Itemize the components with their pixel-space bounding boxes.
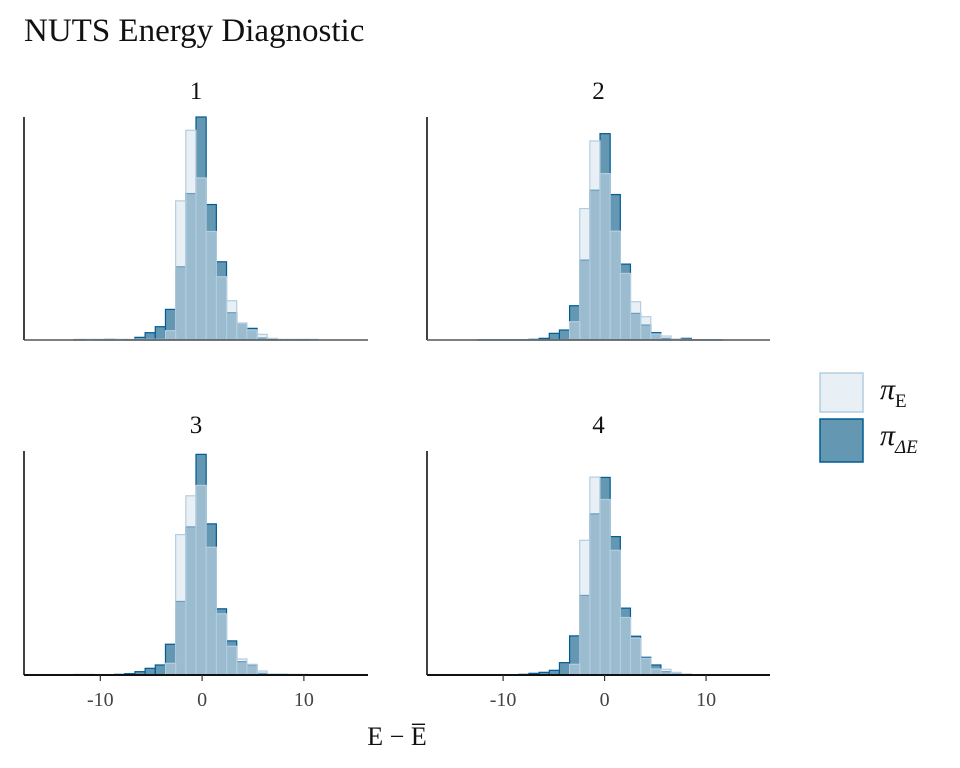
- panel-title: 1: [190, 78, 203, 105]
- x-tick-label: -10: [490, 689, 517, 711]
- bar-dE-panel3: [154, 664, 167, 676]
- bar-E-panel4: [589, 476, 601, 676]
- panel-title: 4: [592, 412, 605, 439]
- legend-swatch-E: [819, 372, 864, 413]
- bar-dE-panel4: [558, 662, 571, 676]
- x-tick-label: 0: [197, 689, 207, 711]
- chart-title: NUTS Energy Diagnostic: [24, 13, 364, 49]
- bar-E-panel1: [164, 330, 177, 341]
- bar-E-panel1: [195, 177, 207, 341]
- bar-dE-panel2: [558, 329, 571, 341]
- bar-dE-panel2: [548, 332, 561, 341]
- bar-E-panel3: [246, 663, 258, 676]
- bar-E-panel1: [185, 129, 197, 341]
- bar-E-panel1: [256, 333, 268, 341]
- x-tick-label: 0: [600, 689, 610, 711]
- bar-E-panel1: [215, 276, 228, 341]
- panel-2: 2: [426, 78, 770, 341]
- bar-dE-panel1: [154, 326, 167, 341]
- bar-E-panel4: [609, 549, 621, 676]
- bar-E-panel1: [175, 200, 187, 341]
- bar-E-panel2: [609, 230, 621, 341]
- legend-label-dE: πΔE: [880, 419, 918, 458]
- bar-E-panel4: [599, 498, 611, 676]
- bar-dE-panel3: [144, 667, 156, 676]
- x-tick-label: 10: [294, 689, 314, 711]
- panel-1: 1: [23, 78, 368, 341]
- bar-E-panel2: [629, 301, 642, 341]
- legend: πE πΔE: [819, 372, 918, 463]
- bar-E-panel2: [599, 172, 611, 341]
- legend-swatch-dE: [819, 418, 864, 463]
- bar-E-panel4: [579, 539, 591, 676]
- bar-E-panel3: [175, 533, 187, 676]
- bar-E-panel3: [236, 658, 248, 676]
- bar-E-panel3: [195, 484, 207, 676]
- bar-E-panel1: [236, 322, 248, 341]
- bar-E-panel3: [225, 645, 238, 676]
- bar-E-panel3: [164, 662, 177, 676]
- bar-E-panel1: [205, 230, 217, 341]
- bar-E-panel2: [650, 333, 662, 341]
- bar-E-panel1: [225, 300, 238, 341]
- x-tick-label: -10: [87, 689, 114, 711]
- bar-E-panel4: [619, 616, 632, 676]
- bar-E-panel2: [619, 272, 632, 341]
- panel-4: 4 -10 0 10: [426, 412, 770, 711]
- bar-E-panel4: [568, 663, 581, 676]
- legend-label-E: πE: [880, 373, 907, 412]
- bar-E-panel2: [589, 140, 601, 341]
- panel-title: 3: [190, 412, 203, 439]
- bar-E-panel3: [185, 495, 197, 676]
- panel-3: 3 -10 0 10: [23, 412, 368, 711]
- bar-E-panel2: [579, 207, 591, 341]
- bar-E-panel2: [640, 316, 652, 341]
- x-tick-label: 10: [696, 689, 716, 711]
- bar-E-panel3: [215, 613, 228, 676]
- panel-title: 2: [592, 78, 605, 105]
- bar-E-panel4: [640, 657, 652, 676]
- x-axis-label: E − E̅: [367, 722, 426, 751]
- bar-E-panel3: [205, 546, 217, 676]
- bar-E-panel1: [246, 329, 258, 341]
- bar-E-panel4: [629, 637, 642, 676]
- bar-E-panel2: [568, 321, 581, 341]
